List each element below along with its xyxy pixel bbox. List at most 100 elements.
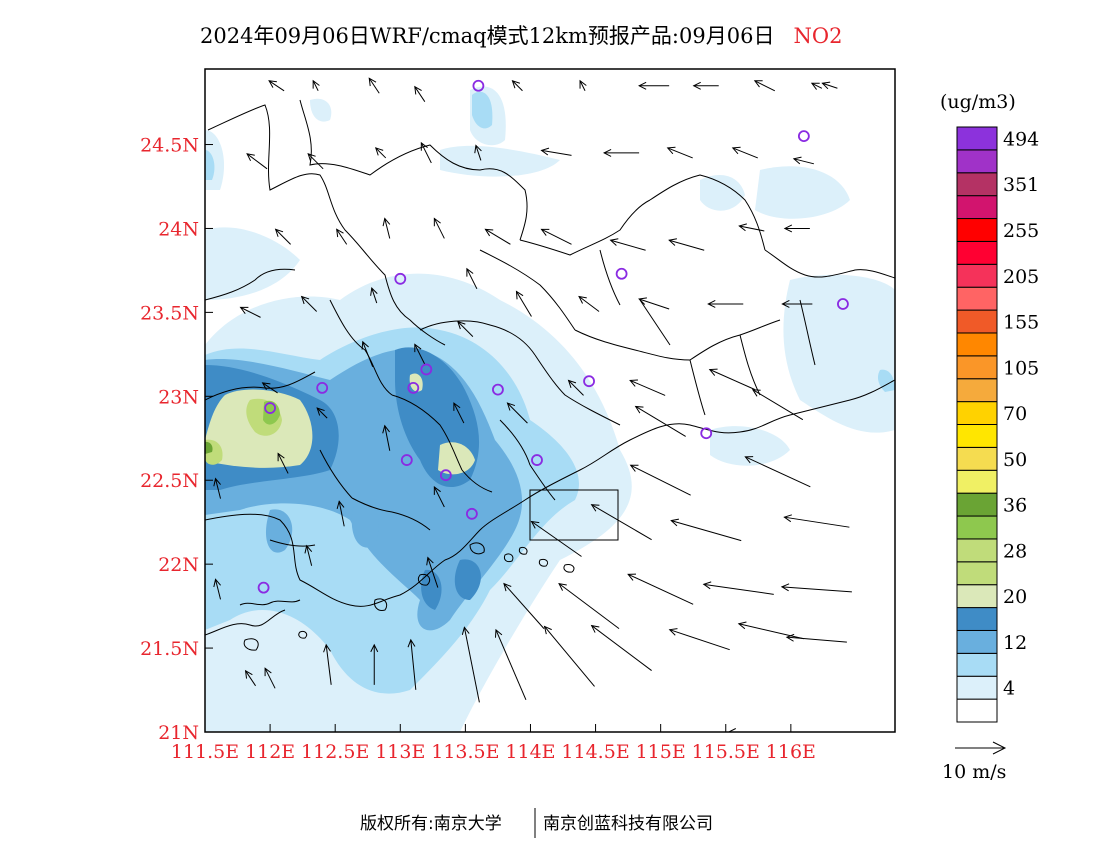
colorbar-label: 12: [1003, 632, 1027, 654]
colorbar-swatch: [956, 629, 998, 654]
concentration-field: [205, 77, 895, 732]
y-tick-label: 23.5N: [140, 302, 199, 324]
station-marker: [400, 454, 413, 466]
wind-vector: [246, 153, 268, 170]
station-marker: [837, 298, 849, 310]
colorbar-swatch: [956, 218, 998, 242]
wind-vector: [629, 464, 691, 496]
colorbar-swatch: [956, 126, 998, 151]
colorbar-swatch: [956, 492, 998, 517]
wind-vector: [821, 81, 838, 90]
wind-vector: [368, 77, 380, 94]
colorbar-swatch: [956, 515, 998, 540]
wind-vector: [426, 556, 439, 588]
wind-vector: [578, 295, 600, 312]
station-marker: [700, 427, 713, 440]
wind-vector: [457, 320, 474, 338]
wind-vector: [382, 217, 391, 239]
wind-vector: [300, 295, 318, 312]
wind-vector: [780, 583, 852, 593]
station-marker: [531, 454, 543, 466]
colorbar-swatch: [956, 172, 998, 197]
colorbar-swatch: [956, 149, 998, 174]
colorbar-swatch: [956, 378, 998, 403]
colorbar-label: 494: [1003, 128, 1039, 150]
title-pollutant: NO2: [794, 24, 843, 48]
colorbar-swatch: [956, 652, 998, 677]
wind-vector: [810, 82, 823, 90]
station-marker: [439, 469, 452, 482]
colorbar-swatch: [956, 263, 998, 288]
y-tick-label: 24.5N: [140, 135, 199, 157]
wind-vector: [336, 500, 345, 527]
wind-vector: [374, 147, 387, 159]
wind-vector: [453, 402, 465, 424]
wind-vector: [244, 669, 256, 687]
x-axis: 111.5E 112E 112.5E 113E 113.5E 114E 114.5E 115E…: [171, 724, 816, 763]
station-marker: [615, 267, 628, 280]
colorbar-labels: 4 12 20 28 36 50 70 105 155 205 255 351 494: [1003, 128, 1039, 699]
x-tick-label: 112.5E: [301, 741, 369, 763]
wind-vector: [433, 486, 445, 508]
wind-vector: [213, 477, 222, 499]
wind-vector: [304, 544, 313, 566]
wind-vector: [540, 228, 572, 245]
y-tick-label: 21N: [158, 722, 199, 744]
wind-legend-label: 10 m/s: [942, 761, 1006, 783]
map-frame: [204, 68, 896, 733]
wind-vector: [494, 628, 527, 701]
colorbar-swatch: [956, 698, 998, 723]
station-marker: [583, 375, 595, 388]
wind-vector: [707, 300, 744, 308]
wind-vector: [382, 424, 391, 451]
wind-vector: [336, 228, 348, 245]
colorbar-swatch: [956, 286, 998, 311]
x-tick-label: 113.5E: [431, 741, 499, 763]
wind-vector: [751, 389, 804, 421]
station-markers: [257, 79, 849, 594]
colorbar-label: 255: [1003, 220, 1039, 242]
colorbar-swatch: [956, 332, 998, 357]
colorbar-swatch: [956, 424, 998, 448]
wind-vector: [579, 79, 587, 92]
station-marker: [257, 581, 270, 594]
wind-vector: [515, 290, 532, 317]
wind-vector: [692, 81, 719, 90]
station-marker: [472, 79, 485, 92]
colorbar-swatch: [956, 607, 998, 631]
colorbar-swatch: [956, 469, 998, 494]
station-marker: [264, 402, 276, 414]
wind-vector: [506, 402, 528, 424]
x-tick-label: 112E: [245, 741, 295, 763]
wind-vector: [461, 626, 480, 703]
wind-vector: [783, 514, 850, 528]
wind-vector: [307, 153, 324, 170]
y-axis: 21N 21.5N 22N 22.5N 23N 23.5N 24N 24.5N: [140, 135, 213, 744]
wind-vector: [590, 624, 652, 671]
wind-vector: [609, 238, 646, 251]
wind-vector: [638, 81, 670, 90]
wind-vector: [744, 456, 811, 488]
wind-vector: [590, 504, 652, 541]
wind-vector: [634, 405, 686, 437]
colorbar-swatch: [956, 675, 998, 700]
colorbar-label: 36: [1003, 495, 1027, 517]
wind-legend: 10 m/s: [942, 741, 1006, 783]
wind-vector: [261, 382, 278, 394]
wind-vector: [543, 625, 595, 687]
wind-vector: [668, 628, 730, 651]
wind-vector: [414, 85, 426, 102]
wind-vector: [567, 379, 584, 396]
colorbar-unit: (ug/m3): [940, 91, 1016, 113]
y-tick-label: 24N: [158, 218, 199, 240]
wind-vector-field: [213, 77, 852, 732]
band-60: [205, 441, 213, 454]
wind-vector: [668, 238, 705, 251]
colorbar-label: 105: [1003, 357, 1039, 379]
wind-vector: [268, 80, 285, 92]
wind-vector: [466, 267, 478, 290]
wind-vector: [792, 156, 814, 165]
station-marker: [797, 130, 810, 143]
wind-vector: [702, 581, 774, 595]
